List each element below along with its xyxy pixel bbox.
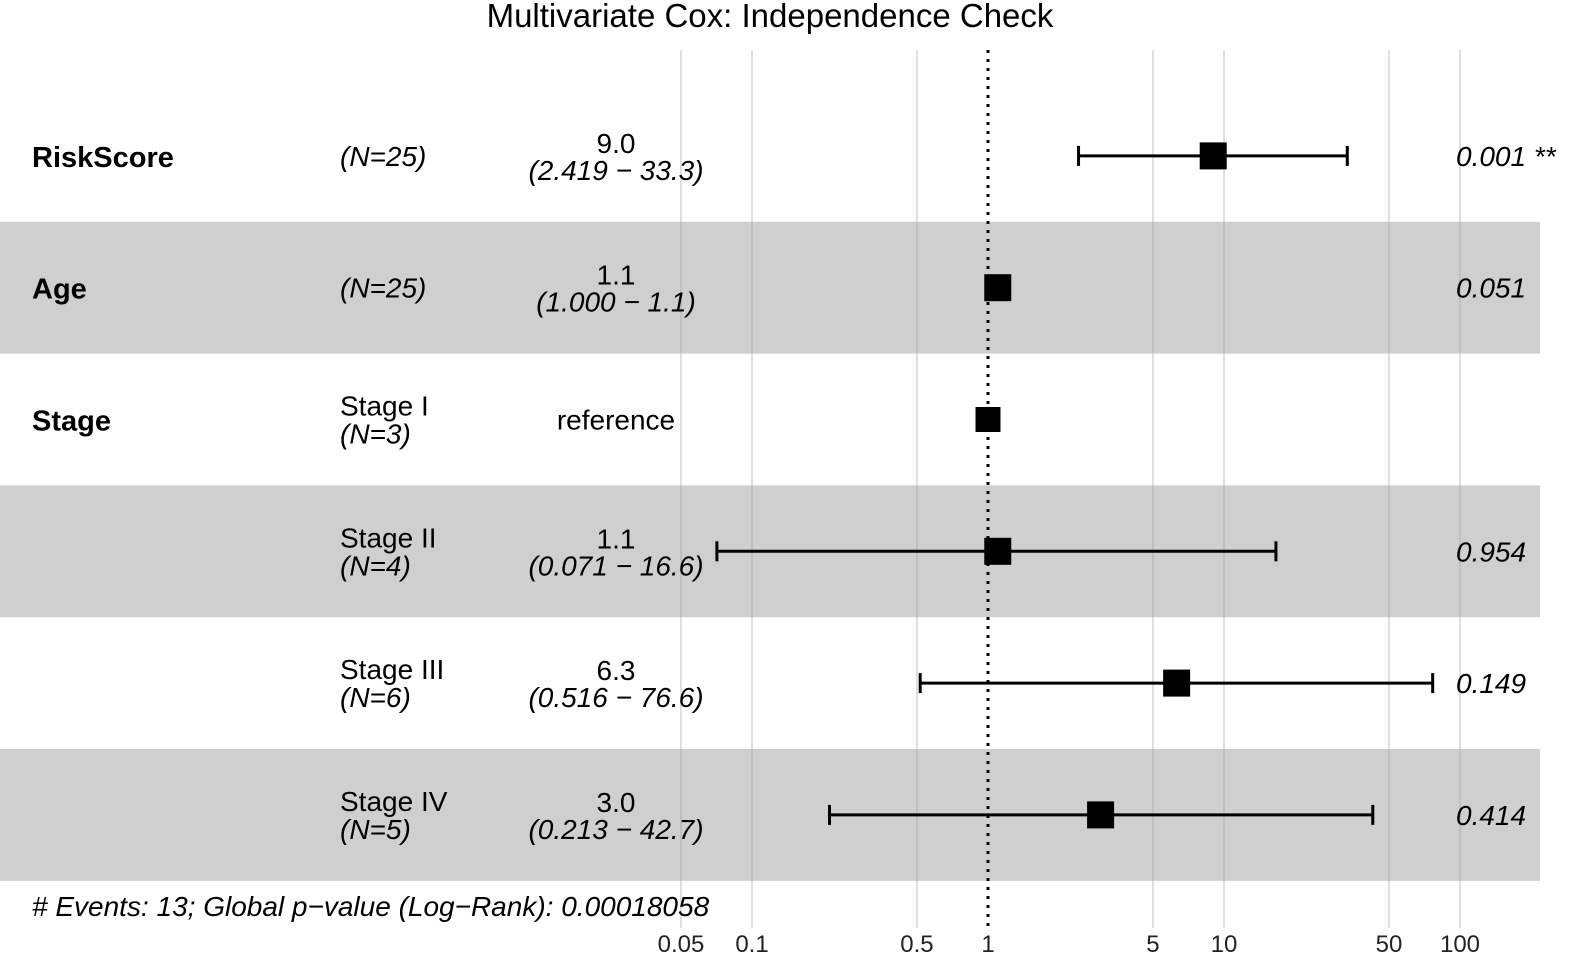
x-tick-label: 100 [1440,931,1480,958]
p-value: 0.001 ** [1456,141,1557,172]
chart-title: Multivariate Cox: Independence Check [487,0,1054,34]
level-label: Stage II [340,522,437,553]
row-band-1 [0,222,1540,354]
x-tick-label: 0.1 [735,931,768,958]
x-tick-label: 1 [981,931,994,958]
x-tick-label: 10 [1211,931,1238,958]
hr-point [984,274,1011,301]
level-label: Stage IV [340,786,448,817]
ci-text: (0.516 − 76.6) [528,682,703,713]
forest-plot: RiskScore (N=25) 9.0(2.419 − 33.3) 0.001 **… [0,0,1579,961]
x-tick-label: 50 [1376,931,1403,958]
p-value: 0.414 [1456,800,1526,831]
ci-text: (0.071 − 16.6) [528,550,703,581]
p-value: 0.954 [1456,536,1526,567]
variable-label: Stage [32,406,111,438]
x-tick-label: 5 [1146,931,1159,958]
hr-point [984,538,1011,565]
hr-text: reference [557,405,675,436]
p-value: 0.051 [1456,273,1526,304]
n-label: (N=3) [340,419,411,450]
n-label: (N=6) [340,682,411,713]
n-label: (N=25) [340,141,426,172]
n-label: (N=5) [340,814,411,845]
x-tick-label: 0.5 [900,931,933,958]
ci-text: (1.000 − 1.1) [536,287,696,318]
footnote: # Events: 13; Global p−value (Log−Rank):… [32,891,710,922]
p-value: 0.149 [1456,668,1526,699]
x-axis-ticks: 0.05 0.1 0.5 1 5 10 50 100 [658,931,1480,958]
n-label: (N=25) [340,273,426,304]
variable-label: RiskScore [32,142,174,174]
variable-label: Age [32,274,87,306]
level-label: Stage I [340,391,429,422]
hr-point [1200,142,1227,169]
hr-point [976,407,1001,432]
ci-text: (2.419 − 33.3) [528,155,703,186]
hr-point [1087,801,1114,828]
hr-point [1163,670,1190,697]
n-label: (N=4) [340,550,411,581]
level-label: Stage III [340,654,444,685]
ci-text: (0.213 − 42.7) [528,814,703,845]
x-tick-label: 0.05 [658,931,705,958]
